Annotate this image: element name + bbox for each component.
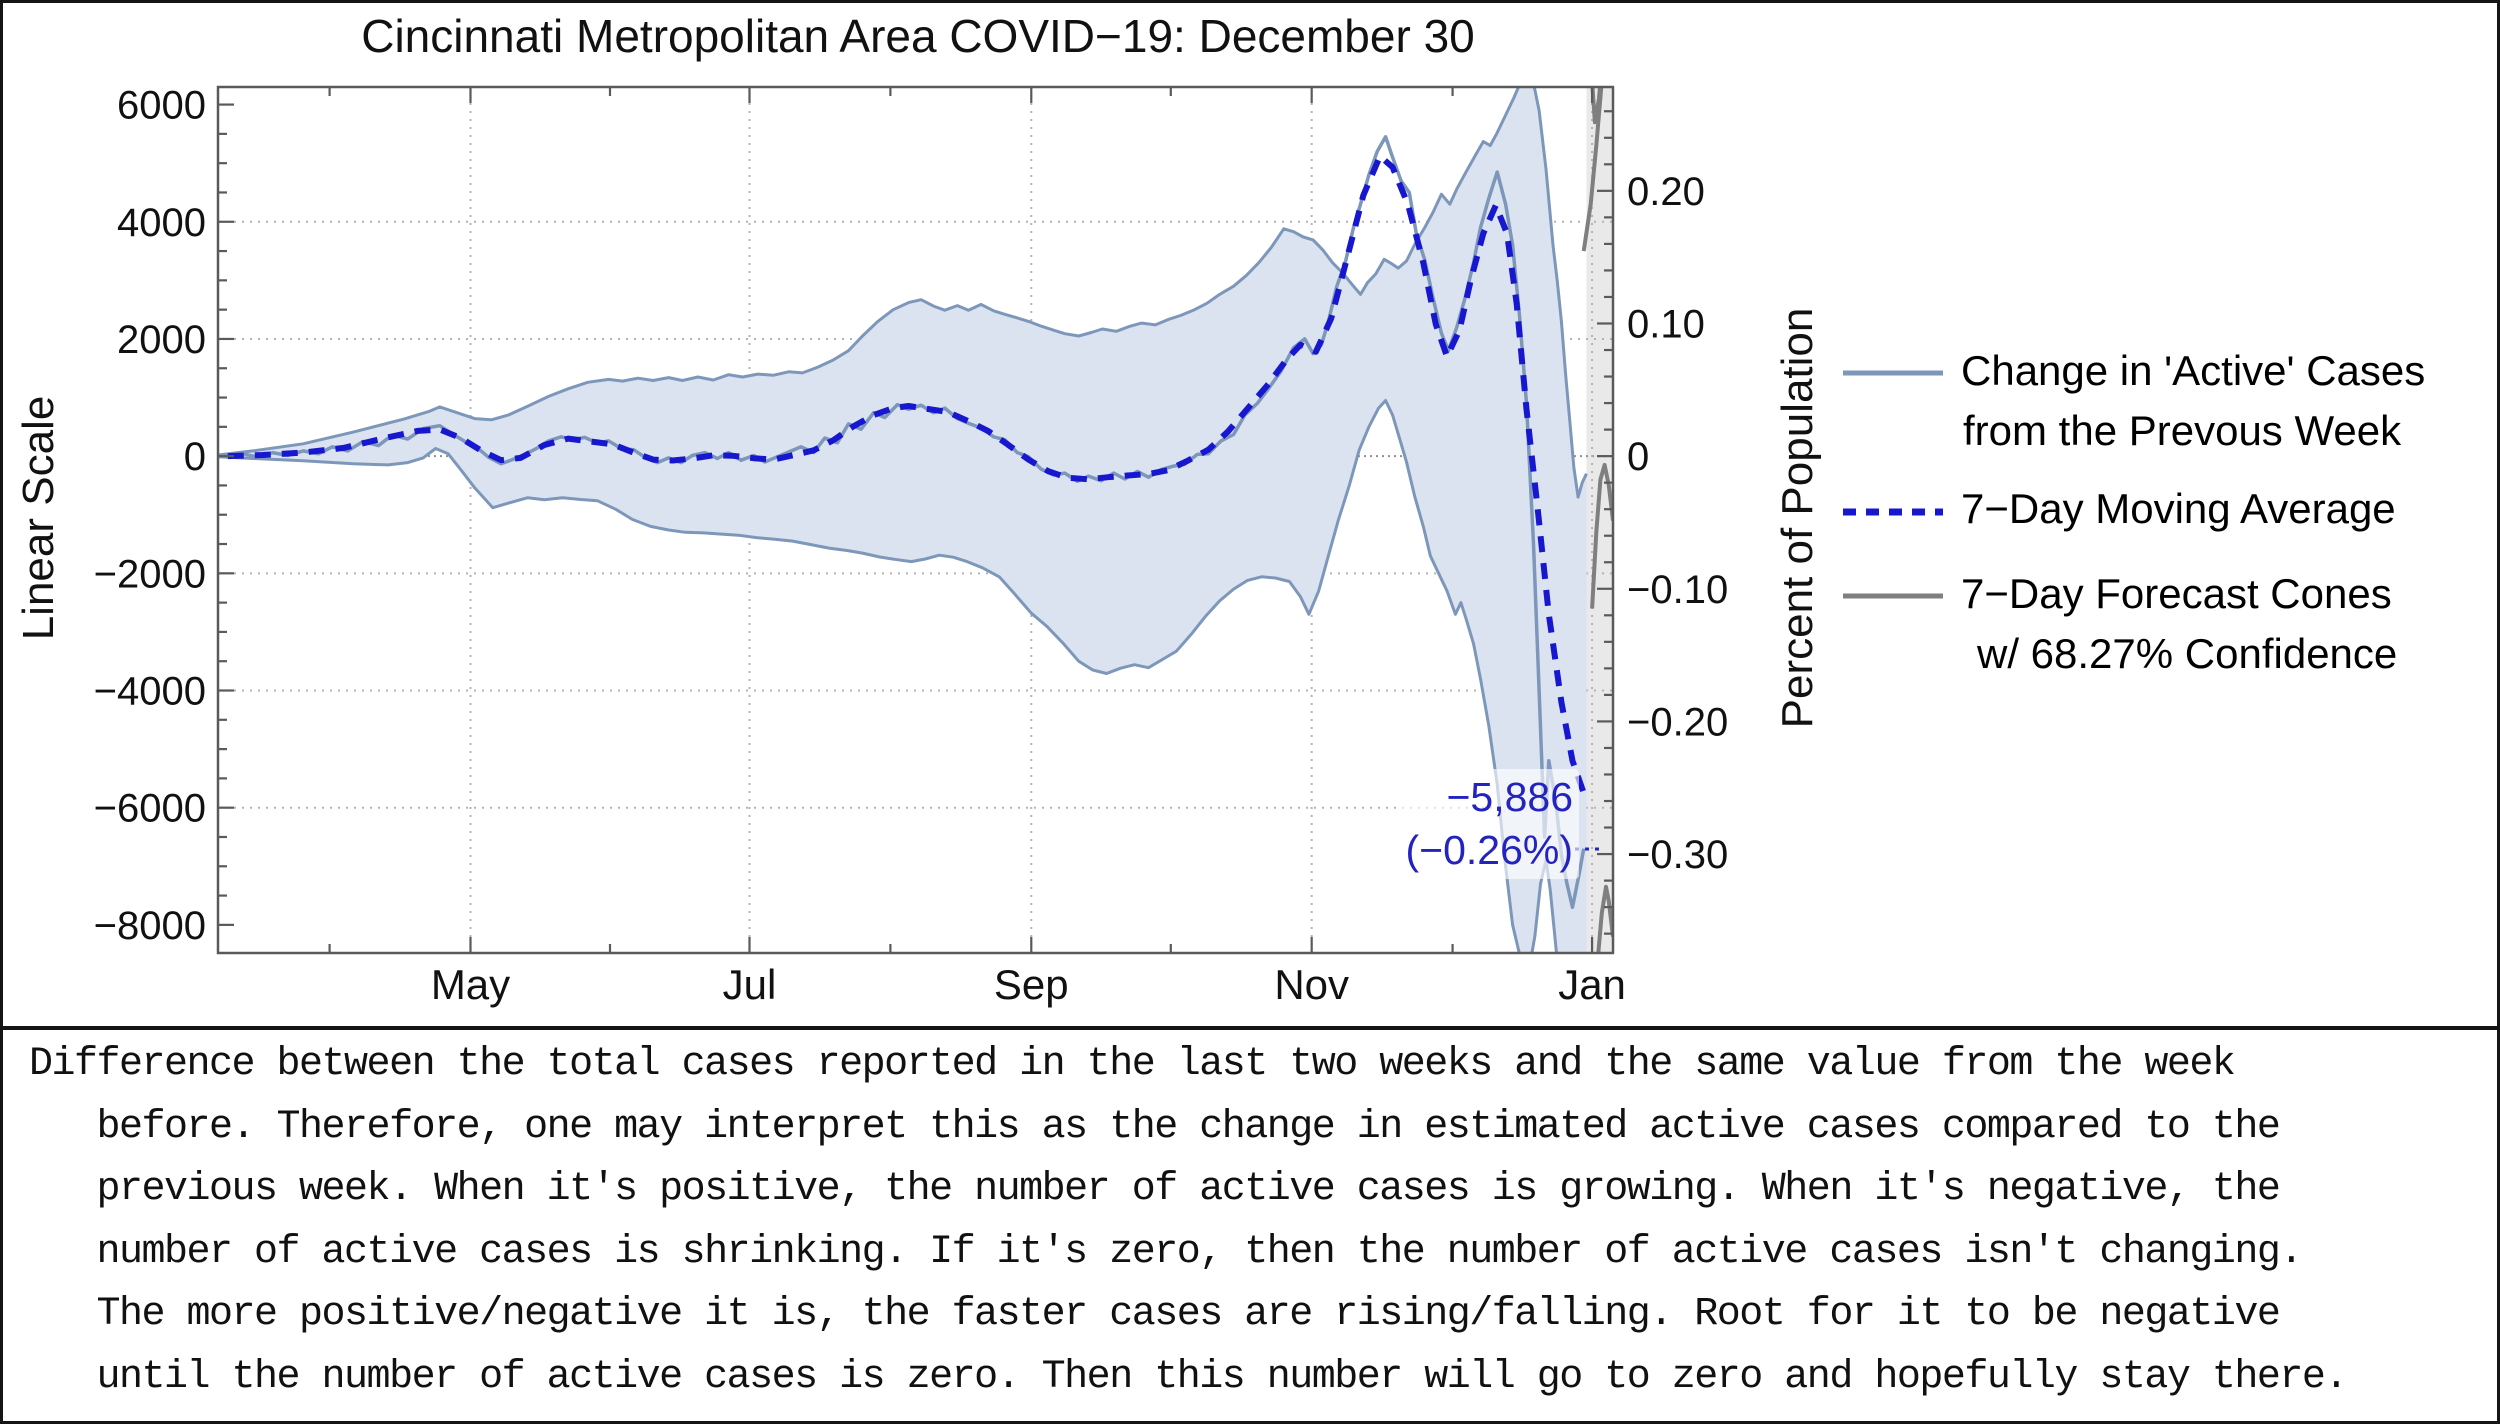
plot-frame [216, 85, 1615, 955]
chart-panel: Cincinnati Metropolitan Area COVID−19: D… [3, 3, 2497, 1026]
svg-text:0.20: 0.20 [1627, 170, 1705, 214]
annotation-cases: −5,886 [1446, 774, 1573, 820]
legend-item-moving-average: 7−Day Moving Average [1843, 479, 2497, 539]
forecast-region [1586, 87, 1613, 953]
annotation-percent: (−0.26%) [1405, 827, 1573, 873]
svg-text:0.10: 0.10 [1627, 302, 1705, 346]
description-text: Difference between the total cases repor… [29, 1042, 2348, 1400]
svg-text:−2000: −2000 [94, 552, 206, 596]
legend-item-forecast-cones: 7−Day Forecast Cones w/ 68.27% Confidenc… [1843, 564, 2497, 684]
svg-text:−0.30: −0.30 [1627, 833, 1728, 877]
chart-title: Cincinnati Metropolitan Area COVID−19: D… [361, 10, 1475, 62]
legend-item-active-cases: Change in 'Active' Cases from the Prevou… [1843, 341, 2497, 461]
panel-divider [3, 1026, 2497, 1030]
confidence-band [218, 87, 1588, 953]
svg-text:−0.10: −0.10 [1627, 568, 1728, 612]
svg-text:Jul: Jul [723, 961, 777, 1008]
svg-text:−8000: −8000 [94, 904, 206, 948]
chart-canvas: 6000 4000 2000 0 −2000 −4000 −6000 −8000 0.20 0.1… [94, 84, 1729, 1008]
svg-text:Nov: Nov [1274, 961, 1349, 1008]
svg-text:Jan: Jan [1558, 961, 1626, 1008]
axis-ticks: 6000 4000 2000 0 −2000 −4000 −6000 −8000 0.20 0.1… [94, 84, 1729, 1008]
legend-label-line: 7−Day Forecast Cones [1961, 570, 2392, 617]
legend-label-line: Change in 'Active' Cases [1961, 347, 2426, 394]
svg-text:0: 0 [184, 435, 206, 479]
svg-text:−6000: −6000 [94, 787, 206, 831]
svg-text:−0.20: −0.20 [1627, 700, 1728, 744]
svg-text:−4000: −4000 [94, 670, 206, 714]
svg-text:May: May [431, 961, 510, 1008]
forecast-cones [1581, 87, 1613, 953]
last-value-annotation: −5,886 (−0.26%) [1399, 769, 1579, 879]
steel-line-swatch-icon [1843, 370, 1943, 376]
dashed-blue-line-swatch-icon [1843, 508, 1943, 516]
legend-label-line: 7−Day Moving Average [1961, 485, 2396, 532]
svg-text:6000: 6000 [117, 84, 206, 128]
svg-text:Sep: Sep [994, 961, 1069, 1008]
svg-text:0: 0 [1627, 435, 1649, 479]
gray-line-swatch-icon [1843, 593, 1943, 599]
svg-text:2000: 2000 [117, 318, 206, 362]
legend-label-line: from the Prevous Week [1963, 407, 2402, 454]
svg-text:4000: 4000 [117, 201, 206, 245]
legend-label-line: w/ 68.27% Confidence [1977, 630, 2398, 677]
legend: Change in 'Active' Cases from the Prevou… [1843, 341, 2497, 684]
